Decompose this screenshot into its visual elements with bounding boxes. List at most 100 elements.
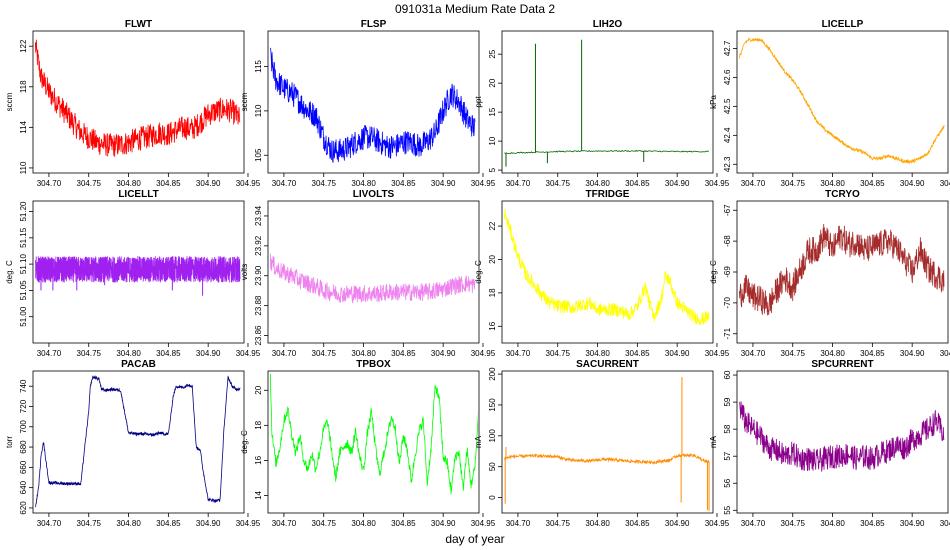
y-tick-label: 42.3 [723, 156, 732, 172]
y-axis-label: mA [709, 435, 718, 448]
x-tick-label: 304.80 [116, 179, 141, 188]
y-tick-label: 42.5 [723, 98, 732, 114]
plot-frame [501, 200, 714, 344]
x-tick-label: 304.75 [312, 519, 337, 528]
y-axis-label: sccm [240, 92, 249, 111]
y-tick-label: 100 [488, 429, 497, 443]
panel-title: PACAB [121, 359, 156, 370]
y-tick-label: 23.94 [254, 205, 263, 226]
panel-title: LICELLP [822, 19, 864, 30]
series-line [739, 401, 945, 472]
y-tick-label: 150 [488, 398, 497, 412]
y-tick-label: 680 [19, 440, 28, 454]
x-tick-label: 304.85 [391, 519, 416, 528]
y-tick-label: 720 [19, 399, 28, 413]
series-line [269, 253, 476, 304]
x-tick-label: 304.75 [546, 519, 571, 528]
x-tick-label: 304.95 [236, 349, 261, 358]
y-tick-label: -70 [723, 297, 732, 309]
y-tick-label: 5 [488, 167, 497, 172]
panel-flwt: FLWT 304.70 304.75 304.80 304.85 304.90 304.95… [5, 19, 261, 188]
x-tick-label: 304.90 [431, 349, 456, 358]
panel-tcryo: TCRYO 304.70 304.75 304.80 304.85 304.90 304.9… [709, 189, 950, 358]
y-tick-label: -68 [723, 235, 732, 247]
x-tick-label: 304.90 [196, 349, 221, 358]
x-tick-label: 304.75 [77, 519, 102, 528]
y-tick-label: 114 [19, 120, 28, 133]
x-tick-label: 304.95 [471, 519, 496, 528]
plot-frame [267, 200, 480, 344]
y-tick-label: 59 [723, 397, 732, 406]
y-axis-label: ppt [474, 96, 483, 108]
x-tick-label: 304.85 [391, 349, 416, 358]
x-tick-label: 304.90 [196, 179, 221, 188]
x-tick-label: 304.95 [471, 349, 496, 358]
x-tick-label: 304.80 [585, 519, 610, 528]
x-tick-label: 304.75 [77, 349, 102, 358]
x-tick-label: 304.70 [272, 519, 297, 528]
x-tick-label: 304.95 [940, 179, 950, 188]
y-tick-label: 58 [723, 424, 732, 433]
x-tick-label: 304.90 [665, 349, 690, 358]
x-tick-label: 304.90 [665, 179, 690, 188]
x-tick-label: 304.80 [585, 349, 610, 358]
y-axis-label: volts [240, 264, 249, 280]
x-tick-label: 304.90 [196, 519, 221, 528]
x-tick-label: 304.70 [37, 179, 62, 188]
x-tick-label: 304.85 [156, 349, 181, 358]
x-tick-label: 304.70 [506, 349, 531, 358]
panel-title: LIH2O [593, 19, 623, 30]
x-tick-label: 304.80 [351, 519, 376, 528]
x-tick-label: 304.95 [940, 349, 950, 358]
plot-frame [501, 370, 714, 514]
panel-title: SPCURRENT [811, 359, 873, 370]
y-tick-label: 16 [254, 455, 263, 464]
panel-title: TPBOX [356, 359, 391, 370]
x-tick-label: 304.75 [312, 349, 337, 358]
y-tick-label: 42.4 [723, 127, 732, 143]
y-tick-label: 10 [488, 136, 497, 145]
y-tick-label: 740 [19, 379, 28, 393]
y-tick-label: 16 [488, 321, 497, 330]
x-tick-label: 304.70 [272, 349, 297, 358]
x-tick-label: 304.75 [312, 179, 337, 188]
x-tick-label: 304.80 [820, 179, 845, 188]
x-tick-label: 304.80 [116, 519, 141, 528]
y-axis-label: torr [5, 436, 14, 448]
x-tick-label: 304.70 [37, 349, 62, 358]
y-tick-label: 25 [488, 49, 497, 58]
panel-title: TFRIDGE [586, 189, 630, 200]
x-tick-label: 304.95 [705, 179, 730, 188]
y-tick-label: -67 [723, 204, 732, 216]
panel-spcurrent: SPCURRENT 304.70 304.75 304.80 304.85 304.90 3… [709, 359, 950, 528]
series-line [34, 39, 241, 157]
y-tick-label: -69 [723, 266, 732, 278]
x-axis-label: day of year [445, 532, 504, 546]
y-tick-label: 23.88 [254, 295, 263, 316]
panel-licellt: LICELLT 304.70 304.75 304.80 304.85 304.90 304… [5, 189, 261, 358]
y-tick-label: 110 [19, 161, 28, 174]
panel-title: LICELLT [118, 189, 158, 200]
y-tick-label: 115 [254, 60, 263, 73]
y-tick-label: 51.20 [19, 201, 28, 222]
y-axis-label: kPa [709, 95, 718, 109]
x-tick-label: 304.75 [781, 179, 806, 188]
y-axis-label: deg. C [474, 260, 483, 284]
x-tick-label: 304.85 [860, 519, 885, 528]
plot-frame [32, 370, 245, 514]
y-axis-label: mA [474, 435, 483, 448]
x-tick-label: 304.85 [625, 519, 650, 528]
series-line [269, 373, 478, 495]
x-tick-label: 304.85 [156, 519, 181, 528]
y-tick-label: 18 [488, 288, 497, 297]
panel-livolts: LIVOLTS 304.70 304.75 304.80 304.85 304.90 304… [240, 189, 496, 358]
panel-tfridge: TFRIDGE 304.70 304.75 304.80 304.85 304.90 304… [474, 189, 730, 358]
panel-title: SACURRENT [576, 359, 639, 370]
panel-tpbox: TPBOX 304.70 304.75 304.80 304.85 304.90 304.9… [240, 359, 496, 528]
x-tick-label: 304.75 [77, 179, 102, 188]
x-tick-label: 304.85 [860, 349, 885, 358]
y-tick-label: 51.00 [19, 306, 28, 327]
x-tick-label: 304.95 [236, 519, 261, 528]
x-tick-label: 304.85 [625, 349, 650, 358]
y-tick-label: 57 [723, 451, 732, 460]
